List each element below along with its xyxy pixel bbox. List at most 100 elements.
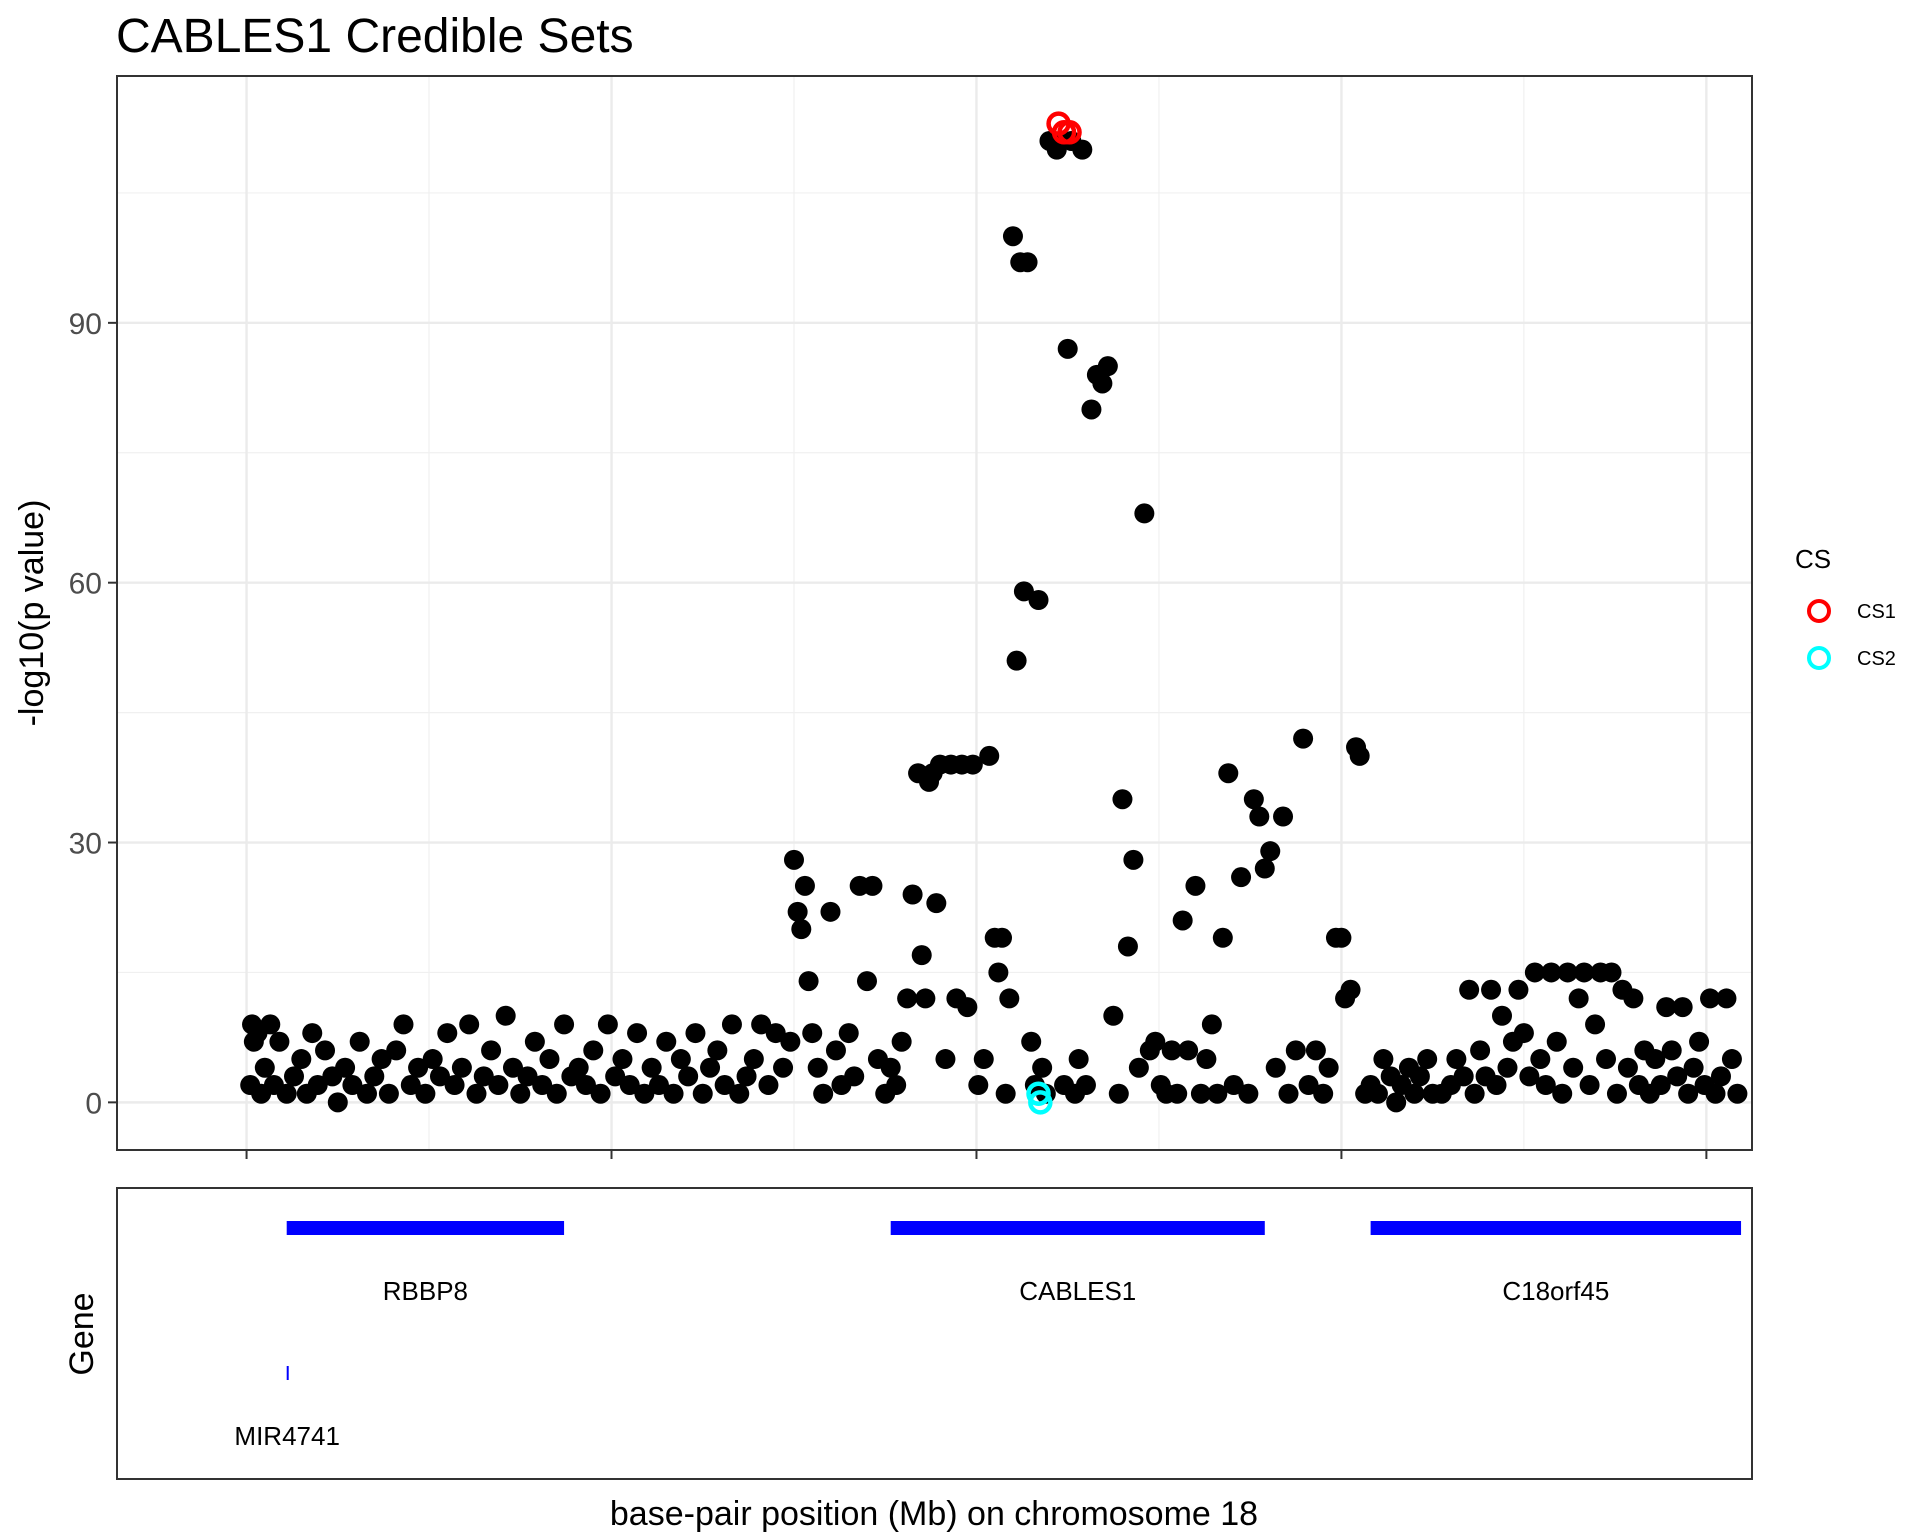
data-point xyxy=(1617,1057,1638,1078)
data-point xyxy=(1716,988,1737,1009)
data-point xyxy=(773,1057,794,1078)
gene-panel: RBBP8 CABLES1 C18orf45 MIR4741 Gene xyxy=(63,1187,1753,1480)
data-point xyxy=(670,1049,691,1070)
data-point xyxy=(1524,962,1545,983)
credible-set-points xyxy=(1026,111,1082,1115)
data-point xyxy=(1519,1066,1540,1087)
data-point xyxy=(415,1083,436,1104)
data-point xyxy=(915,988,936,1009)
data-point xyxy=(1103,1005,1124,1026)
data-point xyxy=(641,1057,662,1078)
legend-key-cs2 xyxy=(1807,646,1831,670)
data-point xyxy=(1161,1040,1182,1061)
data-point xyxy=(1231,867,1252,888)
data-point xyxy=(1201,1014,1222,1035)
chart-title: CABLES1 Credible Sets xyxy=(116,10,634,63)
data-point xyxy=(1470,1040,1491,1061)
data-point xyxy=(1305,1040,1326,1061)
data-point xyxy=(1128,1057,1149,1078)
data-point xyxy=(575,1075,596,1096)
data-point xyxy=(335,1057,356,1078)
data-point xyxy=(1367,1083,1388,1104)
data-point xyxy=(1081,399,1102,420)
data-point xyxy=(1568,988,1589,1009)
data-point xyxy=(1530,1049,1551,1070)
legend-title: CS xyxy=(1795,544,1831,574)
data-point xyxy=(791,919,812,940)
plot-area-background xyxy=(117,76,1752,1150)
y-tick-label: 60 xyxy=(69,568,102,601)
data-point xyxy=(1557,962,1578,983)
data-point xyxy=(583,1040,604,1061)
data-point xyxy=(254,1057,275,1078)
data-point xyxy=(911,945,932,966)
data-point xyxy=(1265,1057,1286,1078)
data-point xyxy=(1218,763,1239,784)
data-point xyxy=(1006,650,1027,671)
data-point xyxy=(736,1066,757,1087)
data-point xyxy=(1563,1057,1584,1078)
data-point xyxy=(1117,936,1138,957)
gene-bar-cables1 xyxy=(890,1221,1265,1235)
data-point xyxy=(1260,841,1281,862)
data-point xyxy=(1349,745,1370,766)
data-point xyxy=(1453,1066,1474,1087)
x-axis-title: base-pair position (Mb) on chromosome 18 xyxy=(610,1495,1258,1533)
data-point xyxy=(721,1014,742,1035)
data-point xyxy=(783,849,804,870)
data-point xyxy=(1273,806,1294,827)
data-point xyxy=(1293,728,1314,749)
data-point xyxy=(1386,1092,1407,1113)
data-point xyxy=(765,1023,786,1044)
legend-label-cs2: CS2 xyxy=(1857,648,1896,670)
data-point xyxy=(1254,858,1275,879)
gene-bar-mir4741 xyxy=(286,1366,289,1380)
data-point xyxy=(1212,927,1233,948)
data-point xyxy=(349,1031,370,1052)
data-point xyxy=(794,875,815,896)
data-point xyxy=(1057,338,1078,359)
data-point xyxy=(1446,1049,1467,1070)
data-point xyxy=(1683,1057,1704,1078)
data-point xyxy=(1689,1031,1710,1052)
data-point xyxy=(787,901,808,922)
data-point xyxy=(451,1057,472,1078)
data-point xyxy=(891,1031,912,1052)
data-point xyxy=(685,1023,706,1044)
data-point xyxy=(1331,927,1352,948)
data-point xyxy=(935,1049,956,1070)
data-point xyxy=(807,1057,828,1078)
data-point xyxy=(663,1083,684,1104)
data-point xyxy=(1404,1083,1425,1104)
data-point xyxy=(466,1083,487,1104)
legend: CS CS1 CS2 xyxy=(1795,544,1896,670)
data-point xyxy=(590,1083,611,1104)
gene-bar-c18orf45 xyxy=(1370,1221,1742,1235)
data-point xyxy=(568,1057,589,1078)
data-point xyxy=(315,1040,336,1061)
data-point xyxy=(844,1066,865,1087)
data-point xyxy=(437,1023,458,1044)
data-point xyxy=(1497,1057,1518,1078)
data-point xyxy=(605,1066,626,1087)
data-point xyxy=(327,1092,348,1113)
data-point xyxy=(1207,1083,1228,1104)
data-point xyxy=(1013,581,1034,602)
data-point xyxy=(393,1014,414,1035)
data-point xyxy=(1196,1049,1217,1070)
data-point xyxy=(1459,979,1480,1000)
data-point xyxy=(546,1083,567,1104)
data-point xyxy=(1661,1040,1682,1061)
data-point xyxy=(1464,1083,1485,1104)
data-point xyxy=(539,1049,560,1070)
data-point xyxy=(364,1066,385,1087)
gene-axis-title: Gene xyxy=(63,1292,101,1375)
data-point xyxy=(1508,979,1529,1000)
data-point xyxy=(897,988,918,1009)
data-point xyxy=(627,1023,648,1044)
data-point xyxy=(856,971,877,992)
data-point xyxy=(1134,503,1155,524)
data-point xyxy=(1721,1049,1742,1070)
data-point xyxy=(979,745,1000,766)
data-point xyxy=(502,1057,523,1078)
